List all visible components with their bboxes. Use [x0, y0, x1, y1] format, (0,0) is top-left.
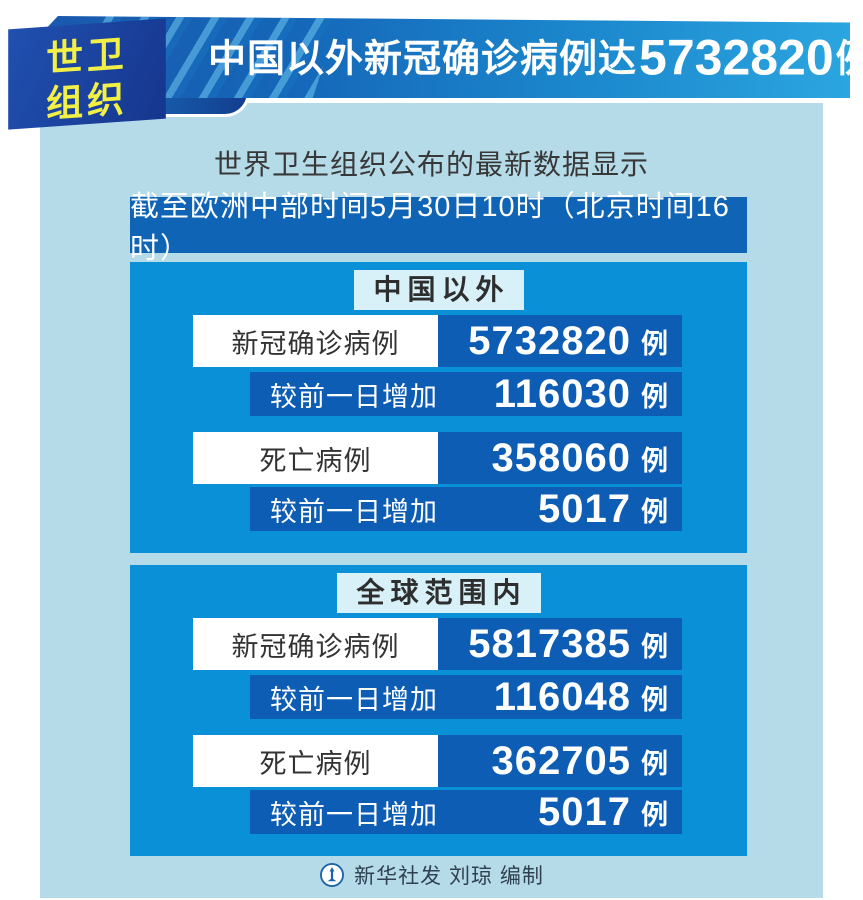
stat-unit: 例 — [641, 381, 668, 412]
stat-number: 116030 — [493, 371, 631, 416]
stat-number: 5017 — [538, 789, 631, 834]
stat-number: 5732820 — [468, 318, 631, 363]
stat-label: 较前一日增加 — [270, 381, 438, 412]
stat-label: 新冠确诊病例 — [193, 618, 438, 670]
stat-row-deaths: 死亡病例 362705 例 — [193, 735, 682, 787]
stat-value-bar: 116030 例 — [438, 372, 682, 416]
stat-value-bar: 358060 例 — [438, 432, 682, 484]
stat-value-bar: 5017 例 — [438, 487, 682, 531]
stat-row-deaths: 死亡病例 358060 例 — [193, 432, 682, 484]
credit-text: 新华社发 刘琼 编制 — [354, 865, 544, 888]
stat-value-bar: 362705 例 — [438, 735, 682, 787]
headline: 中国以外新冠确诊病例达5732820例 — [208, 28, 863, 87]
xinhua-logo-icon — [319, 862, 345, 888]
stat-unit: 例 — [641, 496, 668, 527]
stat-label: 较前一日增加 — [270, 799, 438, 830]
stat-label: 死亡病例 — [193, 735, 438, 787]
stat-value-bar: 5817385 例 — [438, 618, 682, 670]
stat-value-bar: 5732820 例 — [438, 315, 682, 367]
stat-row-daily-increase: 较前一日增加 116030 例 — [250, 372, 682, 416]
stat-value-bar: 116048 例 — [438, 675, 682, 719]
content-panel: 世界卫生组织公布的最新数据显示 截至欧洲中部时间5月30日10时（北京时间16时… — [40, 103, 823, 898]
stat-number: 116048 — [493, 674, 631, 719]
headline-prefix: 中国以外新冠确诊病例达 — [208, 38, 638, 81]
stat-label: 死亡病例 — [193, 432, 438, 484]
stat-unit: 例 — [641, 631, 668, 662]
credit-line: 新华社发 刘琼 编制 — [40, 860, 823, 890]
stat-row-confirmed: 新冠确诊病例 5732820 例 — [193, 315, 682, 367]
stat-value-bar: 5017 例 — [438, 790, 682, 834]
stat-unit: 例 — [641, 445, 668, 476]
headline-unit: 例 — [835, 38, 863, 81]
section-outside-china: 中国以外 新冠确诊病例 5732820 例 较前一日增加 116030 例 死亡病例… — [130, 262, 747, 553]
who-badge: 世卫 组织 — [8, 18, 166, 130]
stat-number: 5017 — [538, 486, 631, 531]
stat-unit: 例 — [641, 799, 668, 830]
stat-unit: 例 — [641, 328, 668, 359]
stat-unit: 例 — [641, 684, 668, 715]
time-bar: 截至欧洲中部时间5月30日10时（北京时间16时） — [130, 191, 747, 265]
stat-row-confirmed: 新冠确诊病例 5817385 例 — [193, 618, 682, 670]
stat-number: 362705 — [491, 738, 631, 783]
stat-row-daily-increase: 较前一日增加 116048 例 — [250, 675, 682, 719]
stat-number: 358060 — [491, 435, 631, 480]
stat-row-daily-increase: 较前一日增加 5017 例 — [250, 487, 682, 531]
section-title: 全球范围内 — [336, 573, 541, 613]
stat-number: 5817385 — [468, 621, 631, 666]
section-worldwide: 全球范围内 新冠确诊病例 5817385 例 较前一日增加 116048 例 死亡病… — [130, 565, 747, 856]
stat-row-daily-increase: 较前一日增加 5017 例 — [250, 790, 682, 834]
headline-number: 5732820 — [639, 29, 834, 86]
stat-unit: 例 — [641, 748, 668, 779]
intro-text: 世界卫生组织公布的最新数据显示 — [213, 149, 649, 180]
stat-label: 较前一日增加 — [270, 684, 438, 715]
section-title: 中国以外 — [353, 270, 524, 310]
stat-label: 较前一日增加 — [270, 496, 438, 527]
stat-label: 新冠确诊病例 — [193, 315, 438, 367]
